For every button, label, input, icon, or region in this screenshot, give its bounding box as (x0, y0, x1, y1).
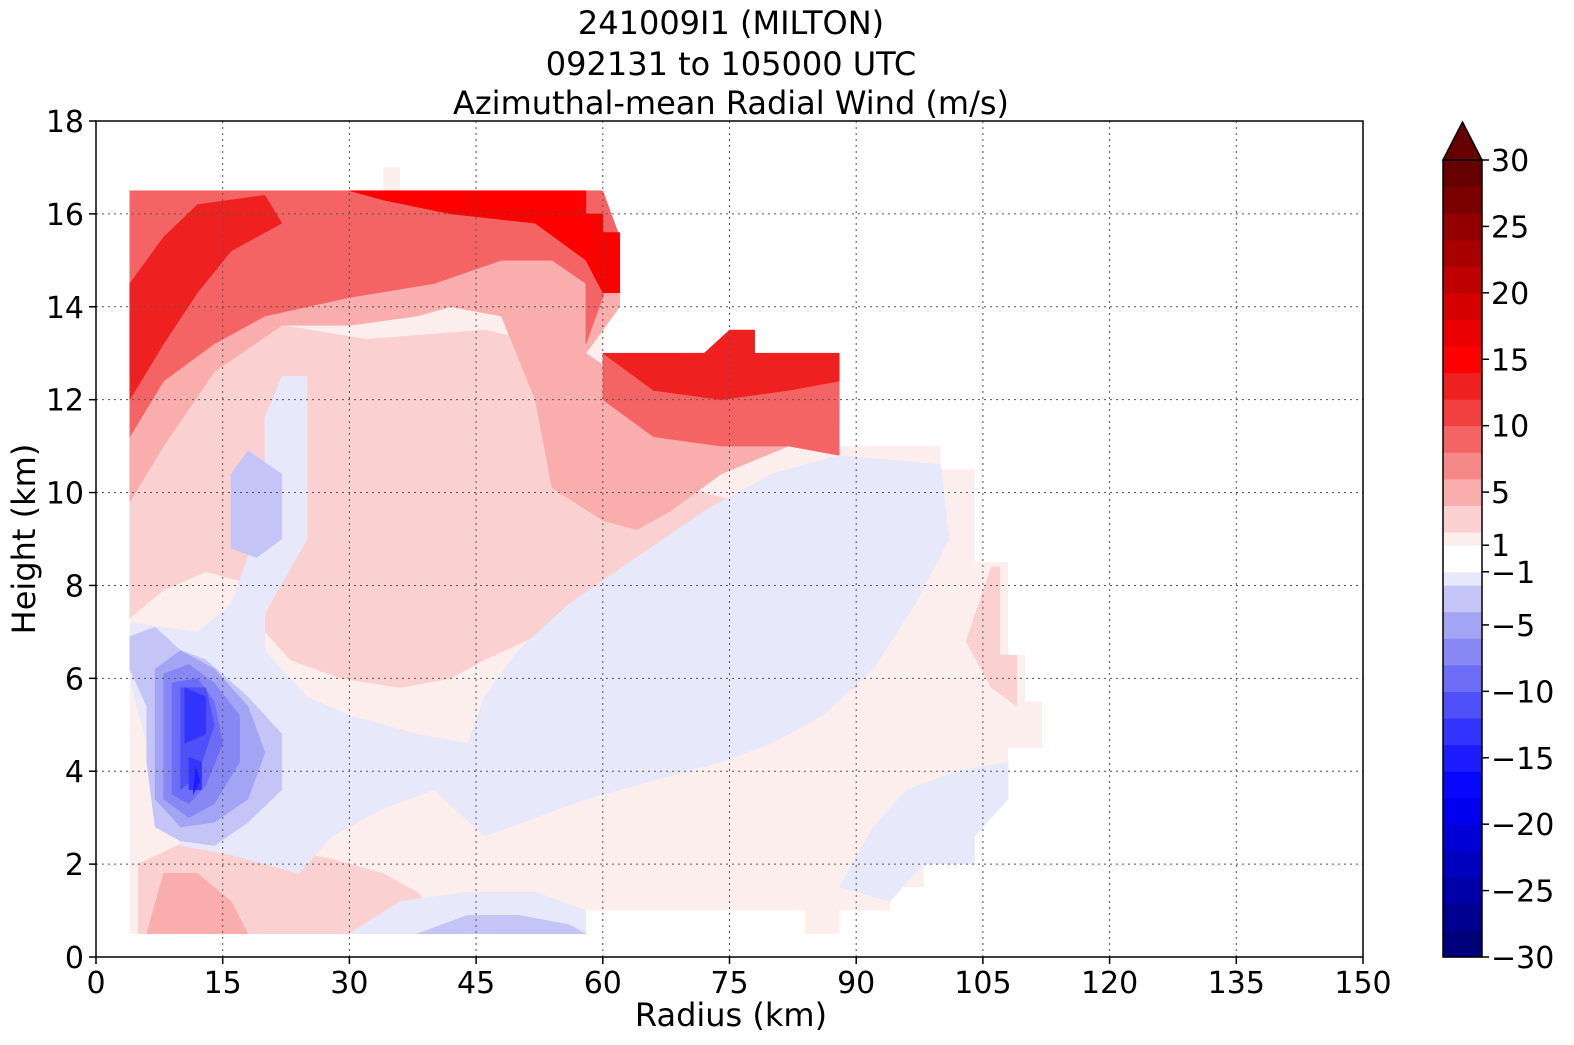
colorbar-tick-label: 20 (1491, 277, 1529, 312)
colorbar-segment (1443, 186, 1482, 214)
y-tick-label: 8 (65, 569, 84, 604)
y-axis-label: Height (km) (5, 444, 43, 635)
y-tick-label: 16 (46, 198, 84, 233)
x-tick-label: 105 (954, 966, 1011, 1001)
x-tick-label: 90 (837, 966, 875, 1001)
y-tick-label: 12 (46, 384, 84, 419)
colorbar-segment (1443, 505, 1482, 533)
title-line-3: Azimuthal-mean Radial Wind (m/s) (453, 84, 1009, 122)
colorbar-extend-arrow (1441, 120, 1484, 161)
colorbar-segment (1443, 877, 1482, 905)
colorbar-tick-label: −20 (1491, 808, 1554, 843)
x-tick-label: 135 (1208, 966, 1265, 1001)
colorbar-segment (1443, 319, 1482, 347)
contour-field-15 (230, 450, 283, 558)
colorbar-segment (1443, 372, 1482, 400)
grid-layer (96, 121, 1363, 957)
y-tick-label: 14 (46, 291, 84, 326)
x-axis-label: Radius (km) (635, 996, 827, 1034)
x-tick-label: 0 (86, 966, 105, 1001)
colorbar-segment (1443, 664, 1482, 692)
y-tick-label: 4 (65, 755, 84, 790)
contour-field-10 (602, 329, 840, 400)
x-axis: 0 15 30 45 60 75 90 105 120 135 150 (86, 957, 1392, 1001)
colorbar-segment (1443, 824, 1482, 852)
colorbar-segment (1443, 850, 1482, 878)
contour-field-21 (184, 687, 207, 744)
colorbar-segment (1443, 425, 1482, 453)
colorbar-segment (1443, 266, 1482, 294)
x-tick-label: 30 (330, 966, 368, 1001)
colorbar-tick-label: −30 (1491, 941, 1554, 976)
colorbar-tick-label: 15 (1491, 343, 1529, 378)
x-tick-label: 45 (457, 966, 495, 1001)
contour-field-5 (146, 873, 249, 935)
colorbar-segment (1443, 213, 1482, 241)
colorbar-segment (1443, 478, 1482, 506)
colorbar-segment (1443, 611, 1482, 639)
y-tick-label: 0 (65, 941, 84, 976)
colorbar-tick-label: 5 (1491, 476, 1510, 511)
y-tick-label: 6 (65, 662, 84, 697)
colorbar-tick-label: 25 (1491, 210, 1529, 245)
colorbar-segment (1443, 930, 1482, 958)
y-tick-label: 18 (46, 105, 84, 140)
contour-field-3 (965, 566, 1017, 707)
colorbar-segment (1443, 771, 1482, 799)
contour-field-9 (129, 195, 283, 400)
colorbar-segment (1443, 717, 1482, 746)
colorbar-segment (1443, 160, 1482, 188)
colorbar-tick-label: −1 (1491, 556, 1535, 591)
contour-field-11 (129, 376, 950, 874)
colorbar-tick-label: 10 (1491, 410, 1529, 445)
colorbar-tick-label: 30 (1491, 144, 1529, 179)
plot-area (95, 120, 1364, 958)
contour-field-16 (416, 914, 587, 935)
x-tick-label: 15 (204, 966, 242, 1001)
colorbar-segment (1443, 571, 1482, 586)
colorbar-segment (1443, 399, 1482, 427)
y-axis: 0 2 4 6 8 10 12 14 16 18 (46, 105, 96, 976)
contour-field-6 (129, 190, 620, 438)
colorbar-segment (1443, 239, 1482, 267)
x-tick-label: 75 (710, 966, 748, 1001)
colorbar-segment (1443, 585, 1482, 613)
colorbar-tick-label: 1 (1491, 529, 1510, 564)
colorbar-segment (1443, 797, 1482, 825)
wind-contour-layer (129, 167, 1043, 935)
colorbar-tick-label: −15 (1491, 742, 1554, 777)
colorbar-frame (1442, 159, 1483, 958)
x-tick-label: 150 (1334, 966, 1391, 1001)
x-tick-label: 60 (584, 966, 622, 1001)
chart-title: 241009I1 (MILTON) 092131 to 105000 UTC A… (453, 4, 1009, 122)
colorbar-segment (1443, 744, 1482, 772)
colorbar-segment (1443, 345, 1482, 374)
colorbar-tick-label: −10 (1491, 675, 1554, 710)
x-tick-label: 120 (1081, 966, 1138, 1001)
contour-field-23 (192, 766, 201, 795)
colorbar-segment (1443, 452, 1482, 480)
title-line-1: 241009I1 (MILTON) (578, 4, 884, 42)
colorbar-segment (1443, 638, 1482, 666)
colorbar-segment (1443, 903, 1482, 932)
contour-field-12 (839, 761, 1009, 902)
colorbar-segment (1443, 691, 1482, 719)
colorbar-segment (1443, 531, 1482, 546)
colorbar-segment (1443, 545, 1482, 573)
y-tick-label: 10 (46, 477, 84, 512)
colorbar-segment (1443, 292, 1482, 320)
colorbar-tick-label: −5 (1491, 609, 1535, 644)
y-tick-label: 2 (65, 848, 84, 883)
colorbar-tick-label: −25 (1491, 875, 1554, 910)
title-line-2: 092131 to 105000 UTC (546, 45, 916, 83)
